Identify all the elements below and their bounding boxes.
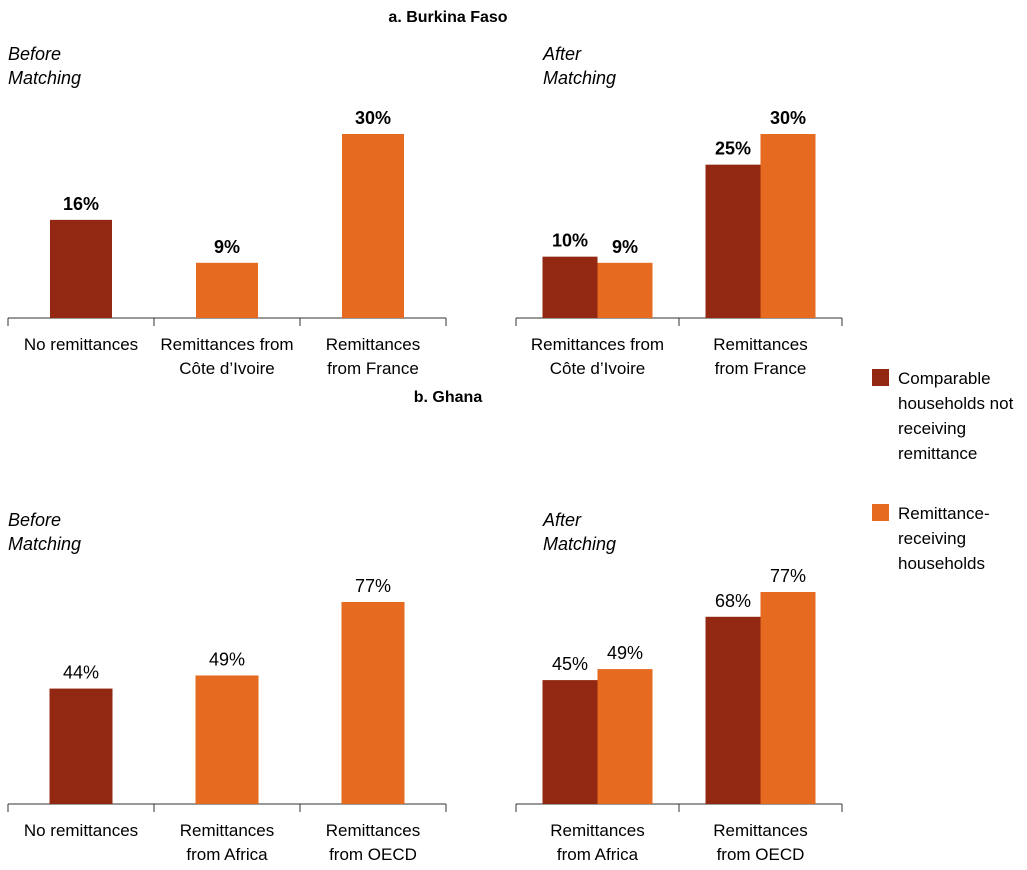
category-label: Remittances (326, 821, 420, 840)
chart-subtitle: Before (8, 510, 61, 530)
bar (49, 688, 113, 804)
legend-label: Remittance- (898, 504, 990, 523)
value-label: 25% (715, 139, 751, 159)
value-label: 77% (770, 566, 806, 586)
legend-label: households not (898, 394, 1014, 413)
legend-label: Comparable (898, 369, 991, 388)
chart-ghana-before: Before Matching No remittances 44% Remittanc… (7, 510, 447, 864)
chart-burkina-before: Before Matching No remittances 16% Remittanc… (7, 44, 447, 378)
value-label: 45% (552, 654, 588, 674)
bar (195, 675, 259, 804)
value-label: 77% (355, 576, 391, 596)
bar-comparable-not-receiving (705, 164, 761, 318)
panel-title-ghana: b. Ghana (414, 389, 483, 406)
chart-subtitle: Before (8, 44, 61, 64)
bar-remittance-receiving (597, 669, 653, 804)
category-label: Côte d’Ivoire (550, 359, 645, 378)
bar-comparable-not-receiving (542, 256, 598, 318)
value-label: 9% (214, 237, 240, 257)
bar (341, 602, 405, 804)
chart-subtitle: Matching (8, 534, 81, 554)
legend-swatch (872, 504, 889, 521)
legend-label: remittance (898, 444, 977, 463)
category-label: Remittances from (160, 335, 293, 354)
panel-title-burkina-faso: a. Burkina Faso (388, 9, 507, 26)
legend: Comparable households not receiving remitta… (872, 369, 1014, 573)
value-label: 10% (552, 231, 588, 251)
value-label: 44% (63, 663, 99, 683)
bar-remittance-receiving (597, 262, 653, 318)
value-label: 49% (209, 649, 245, 669)
category-label: Remittances (550, 821, 644, 840)
value-label: 49% (607, 643, 643, 663)
value-label: 30% (355, 108, 391, 128)
bar-comparable-not-receiving (542, 680, 598, 804)
chart-subtitle: Matching (8, 68, 81, 88)
legend-label: receiving (898, 529, 966, 548)
bar-comparable-not-receiving (705, 616, 761, 804)
category-label: Côte d’Ivoire (179, 359, 274, 378)
chart-subtitle: Matching (543, 534, 616, 554)
chart-subtitle: After (542, 44, 582, 64)
chart-subtitle: After (542, 510, 582, 530)
category-label: Remittances (326, 335, 420, 354)
bar-remittance-receiving (760, 134, 816, 318)
chart-subtitle: Matching (543, 68, 616, 88)
category-label: No remittances (24, 821, 138, 840)
category-label: from Africa (557, 845, 639, 864)
category-label: Remittances (180, 821, 274, 840)
bar (196, 262, 258, 318)
category-label: Remittances (713, 821, 807, 840)
category-label: from France (715, 359, 807, 378)
category-label: No remittances (24, 335, 138, 354)
category-label: from OECD (717, 845, 805, 864)
value-label: 16% (63, 194, 99, 214)
legend-label: households (898, 554, 985, 573)
value-label: 68% (715, 591, 751, 611)
category-label: Remittances from (531, 335, 664, 354)
value-label: 30% (770, 108, 806, 128)
bar (342, 134, 404, 318)
category-label: from OECD (329, 845, 417, 864)
category-label: from Africa (186, 845, 268, 864)
value-label: 9% (612, 237, 638, 257)
chart-burkina-after: After Matching Remittances from Côte d’Ivoi… (515, 44, 843, 378)
chart-ghana-after: After Matching Remittances from Africa 45% 49… (515, 510, 843, 864)
category-label: from France (327, 359, 419, 378)
bar-remittance-receiving (760, 592, 816, 804)
legend-label: receiving (898, 419, 966, 438)
legend-swatch (872, 369, 889, 386)
bar (50, 219, 112, 318)
category-label: Remittances (713, 335, 807, 354)
